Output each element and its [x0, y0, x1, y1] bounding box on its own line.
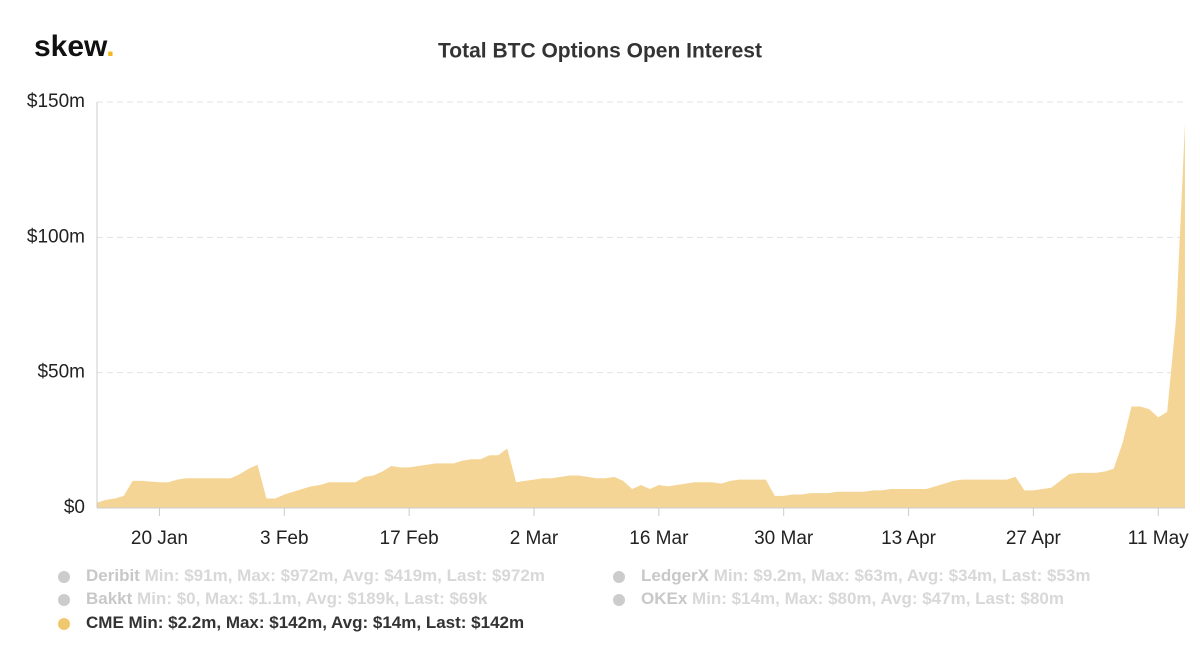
legend-entry: LedgerX Min: $9.2m, Max: $63m, Avg: $34m…	[641, 566, 1090, 585]
legend-marker	[58, 618, 70, 630]
legend-entry: OKEx Min: $14m, Max: $80m, Avg: $47m, La…	[641, 589, 1064, 608]
x-tick-label: 20 Jan	[131, 528, 188, 549]
area	[97, 123, 1185, 509]
legend-name: LedgerX	[641, 566, 710, 585]
chart-title: Total BTC Options Open Interest	[438, 40, 762, 63]
legend-entry: Bakkt Min: $0, Max: $1.1m, Avg: $189k, L…	[86, 589, 488, 608]
legend-name: CME	[86, 613, 124, 632]
y-tick-label: $50m	[37, 362, 85, 383]
legend-stats: Min: $0, Max: $1.1m, Avg: $189k, Last: $…	[137, 589, 488, 608]
legend-name: OKEx	[641, 589, 688, 608]
y-tick-label: $150m	[27, 91, 85, 112]
y-tick-label: $0	[64, 497, 85, 518]
legend-stats: Min: $91m, Max: $972m, Avg: $419m, Last:…	[145, 566, 545, 585]
logo-dot: .	[106, 30, 114, 63]
legend-marker	[613, 571, 625, 583]
legend-name: Bakkt	[86, 589, 133, 608]
logo: skew.	[34, 30, 115, 63]
x-tick-label: 27 Apr	[1006, 528, 1062, 549]
x-tick-label: 16 Mar	[629, 528, 689, 549]
x-tick-label: 3 Feb	[260, 528, 309, 549]
y-tick-label: $100m	[27, 226, 85, 247]
x-tick-label: 30 Mar	[754, 528, 814, 549]
legend-marker	[58, 594, 70, 606]
legend-stats: Min: $2.2m, Max: $142m, Avg: $14m, Last:…	[129, 613, 525, 632]
legend-stats: Min: $9.2m, Max: $63m, Avg: $34m, Last: …	[714, 566, 1091, 585]
legend-name: Deribit	[86, 566, 140, 585]
legend-entry: CME Min: $2.2m, Max: $142m, Avg: $14m, L…	[86, 613, 524, 632]
legend-entry: Deribit Min: $91m, Max: $972m, Avg: $419…	[86, 566, 545, 585]
legend-stats: Min: $14m, Max: $80m, Avg: $47m, Last: $…	[692, 589, 1064, 608]
x-tick-label: 2 Mar	[510, 528, 559, 549]
x-tick-label: 13 Apr	[881, 528, 937, 549]
legend-marker	[58, 571, 70, 583]
legend-marker	[613, 594, 625, 606]
logo-text: skew	[34, 30, 108, 63]
x-tick-label: 11 May	[1128, 528, 1189, 549]
x-tick-label: 17 Feb	[380, 528, 439, 549]
